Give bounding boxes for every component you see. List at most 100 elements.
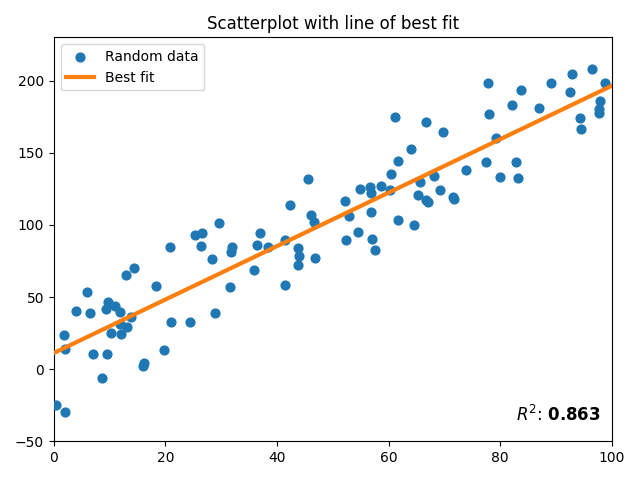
- Random data: [534, 104, 545, 112]
- Random data: [83, 288, 93, 295]
- Random data: [226, 248, 236, 256]
- Random data: [575, 114, 586, 121]
- Random data: [344, 212, 354, 219]
- Random data: [285, 201, 295, 209]
- Random data: [507, 102, 517, 109]
- Random data: [386, 170, 396, 178]
- Random data: [166, 318, 177, 325]
- Random data: [121, 271, 131, 279]
- Random data: [406, 145, 416, 153]
- Random data: [365, 183, 375, 191]
- Random data: [409, 221, 419, 228]
- Random data: [390, 113, 401, 121]
- Random data: [106, 329, 116, 337]
- Random data: [165, 243, 175, 251]
- Random data: [483, 80, 493, 87]
- Random data: [84, 310, 95, 317]
- Random data: [448, 193, 458, 201]
- Random data: [365, 208, 376, 216]
- Title: Scatterplot with line of best fit: Scatterplot with line of best fit: [207, 15, 459, 33]
- Random data: [252, 241, 262, 249]
- Random data: [370, 246, 380, 254]
- Random data: [415, 178, 425, 186]
- Random data: [110, 302, 120, 310]
- Text: $R^2$: $\mathbf{0.863}$: $R^2$: $\mathbf{0.863}$: [516, 405, 601, 425]
- Random data: [355, 185, 365, 193]
- Random data: [495, 174, 505, 181]
- Random data: [353, 228, 363, 236]
- Random data: [196, 242, 207, 250]
- Random data: [88, 350, 99, 358]
- Random data: [484, 110, 495, 118]
- Random data: [225, 283, 235, 290]
- Random data: [306, 211, 316, 218]
- Random data: [481, 158, 491, 166]
- Random data: [367, 236, 377, 243]
- Random data: [60, 345, 70, 352]
- Random data: [101, 305, 111, 312]
- Random data: [393, 157, 403, 165]
- Random data: [340, 236, 351, 243]
- Random data: [516, 86, 527, 94]
- Random data: [214, 219, 224, 227]
- Random data: [280, 236, 291, 244]
- Random data: [97, 374, 108, 382]
- Random data: [595, 97, 605, 105]
- Random data: [292, 261, 303, 269]
- Random data: [421, 196, 431, 204]
- Random data: [435, 187, 445, 194]
- Random data: [60, 331, 70, 339]
- Random data: [139, 359, 149, 367]
- Random data: [138, 362, 148, 370]
- Random data: [413, 192, 424, 199]
- Random data: [366, 189, 376, 196]
- Random data: [262, 243, 273, 251]
- Random data: [122, 323, 132, 331]
- Random data: [567, 70, 577, 78]
- Random data: [511, 158, 522, 166]
- Random data: [420, 119, 431, 126]
- Random data: [593, 109, 604, 117]
- Random data: [103, 299, 113, 306]
- Random data: [449, 195, 459, 203]
- Random data: [60, 408, 70, 416]
- Random data: [151, 282, 161, 289]
- Random data: [185, 319, 195, 326]
- Random data: [394, 216, 404, 224]
- Random data: [309, 218, 319, 226]
- Random data: [51, 401, 61, 408]
- Random data: [190, 231, 200, 239]
- Random data: [159, 346, 169, 353]
- Legend: Random data, Best fit: Random data, Best fit: [61, 44, 204, 90]
- Random data: [197, 229, 207, 237]
- Random data: [126, 312, 136, 320]
- Random data: [586, 66, 596, 73]
- Random data: [70, 307, 81, 314]
- Random data: [547, 79, 557, 86]
- Random data: [129, 264, 139, 272]
- Random data: [513, 174, 524, 182]
- Random data: [385, 186, 396, 194]
- Random data: [438, 128, 448, 136]
- Random data: [207, 255, 217, 263]
- Random data: [303, 175, 314, 183]
- Random data: [250, 266, 260, 274]
- Random data: [423, 198, 433, 206]
- Random data: [294, 252, 304, 260]
- Random data: [116, 330, 126, 338]
- Random data: [280, 281, 290, 288]
- Random data: [576, 126, 586, 133]
- Random data: [600, 80, 611, 87]
- Random data: [293, 244, 303, 252]
- Random data: [429, 172, 440, 180]
- Random data: [565, 88, 575, 96]
- Random data: [340, 198, 350, 205]
- Random data: [594, 106, 604, 113]
- Random data: [102, 350, 113, 358]
- Random data: [376, 182, 386, 190]
- Random data: [461, 166, 472, 174]
- Random data: [115, 309, 125, 316]
- Random data: [115, 320, 125, 327]
- Random data: [310, 254, 321, 262]
- Random data: [227, 243, 237, 251]
